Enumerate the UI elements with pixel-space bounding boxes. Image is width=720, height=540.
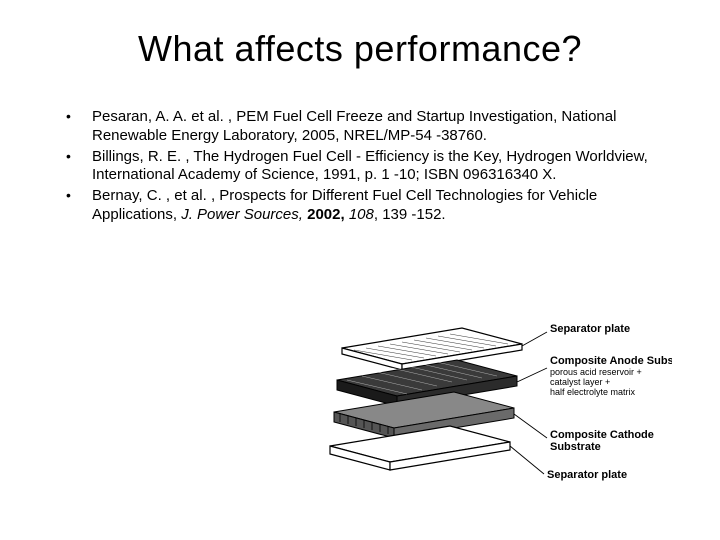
label-cathode-sub: Substrate [550,441,601,453]
bullet-text: Billings, R. E. , The Hydrogen Fuel Cell… [92,148,660,186]
separator-plate-bottom [330,426,510,470]
label-cathode: Composite Cathode [550,429,654,441]
bullet-marker: • [60,187,92,225]
bullet-text: Bernay, C. , et al. , Prospects for Diff… [92,187,660,225]
label-separator-bottom: Separator plate [547,469,627,481]
fuel-cell-diagram: Separator plate Composite Anode Substrat… [312,310,672,510]
bullet-list: • Pesaran, A. A. et al. , PEM Fuel Cell … [60,108,660,225]
bullet-marker: • [60,108,92,146]
label-separator-top: Separator plate [550,323,630,335]
label-anode-sub: catalyst layer + [550,377,610,387]
slide-title: What affects performance? [60,28,660,70]
label-anode-sub: porous acid reservoir + [550,367,642,377]
label-anode: Composite Anode Substrate: [550,355,672,367]
bullet-item: • Pesaran, A. A. et al. , PEM Fuel Cell … [60,108,660,146]
bullet-text: Pesaran, A. A. et al. , PEM Fuel Cell Fr… [92,108,660,146]
label-anode-sub: half electrolyte matrix [550,387,636,397]
bullet-item: • Bernay, C. , et al. , Prospects for Di… [60,187,660,225]
bullet-marker: • [60,148,92,186]
bullet-item: • Billings, R. E. , The Hydrogen Fuel Ce… [60,148,660,186]
